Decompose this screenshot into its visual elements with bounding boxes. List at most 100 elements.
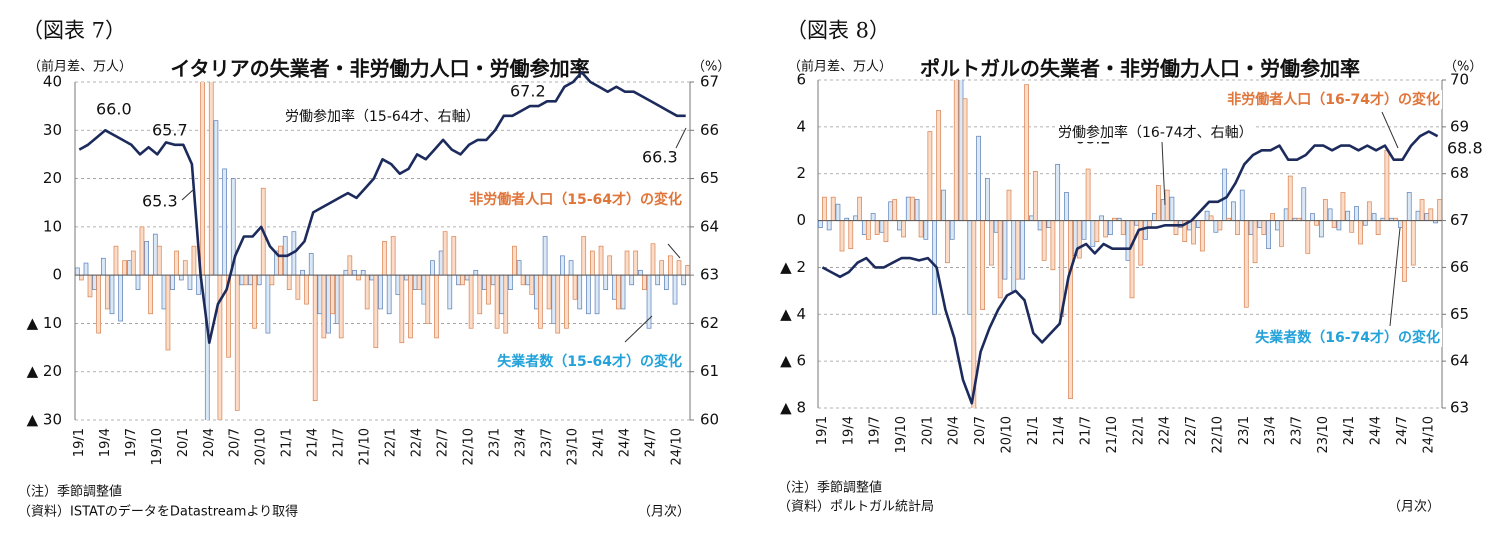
bar [477,274,483,315]
bar [633,250,639,276]
bar [512,245,517,276]
series-label: 非労働者人口（15-64才）の変化 [469,191,682,208]
bar [839,220,845,252]
y2-tick-label: 70 [1450,71,1469,89]
x-tick-label: 20/4 [202,428,217,457]
bar [130,250,136,276]
y2-tick-label: 69 [1450,117,1469,135]
bar [1410,220,1416,266]
bar [1415,210,1421,221]
y2-tick-label: 67 [1450,211,1469,229]
bar [857,196,862,221]
bar [659,260,665,276]
bar [295,274,301,300]
bar [334,274,340,324]
bar [1257,220,1263,228]
bar [347,255,353,276]
bar [416,274,422,290]
bar [1024,84,1029,221]
bar [1138,220,1144,266]
x-tick-label: 19/1 [815,416,830,445]
bar [1327,208,1333,221]
y-tick-label: ▲ 30 [27,411,62,429]
bar [1015,220,1021,280]
bar [667,255,673,276]
bar [590,250,595,276]
annotation: 66.3 [642,148,678,167]
bar [655,274,661,286]
x-tick-label: 19/10 [150,428,165,465]
bar [603,274,609,290]
bar [378,274,383,310]
x-tick-label: 23/7 [540,428,555,457]
bar [1235,220,1240,235]
bar [369,274,375,281]
chart-header: （図表 8） [786,19,890,43]
bar [118,274,123,322]
bar [92,274,98,290]
label-bg [283,107,482,126]
bar [586,274,591,315]
x-tick-label: 20/7 [228,428,243,457]
y2-axis-label: （%） [1444,60,1482,75]
bar [1340,192,1346,221]
bar [936,110,942,221]
bar [338,274,344,339]
x-tick-label: 24/1 [1342,416,1357,445]
bar [442,231,448,276]
bar [1345,210,1351,221]
bar [1028,215,1034,221]
bar [174,250,179,276]
y2-tick-label: 66 [700,121,719,139]
bar [1266,220,1271,250]
x-tick-label: 21/1 [1026,416,1041,445]
bar [78,274,84,281]
bar [1362,220,1368,226]
bar [1099,215,1104,221]
y2-tick-label: 64 [700,217,719,235]
bar [909,196,915,221]
bar [1437,199,1442,221]
bar [638,269,643,276]
bar [835,203,841,221]
y2-tick-label: 67 [700,73,719,91]
bar [1125,220,1131,261]
bar [373,274,379,348]
bar [624,250,630,276]
y2-tick-label: 66 [1450,258,1469,276]
bar [551,274,557,324]
bar [100,257,106,276]
x-tick-label: 24/4 [1369,416,1384,445]
bar [1129,220,1135,299]
bar [1287,175,1293,221]
note: （資料）ISTATのデータをDatastreamより取得 [18,504,298,520]
bar [520,274,526,286]
label-bg [1225,90,1442,109]
label-bg [467,190,684,209]
x-tick-label: 20/1 [920,416,935,445]
chart-title: イタリアの失業者・非労働力人口・労働参加率 [170,57,589,81]
bar [607,255,613,276]
bar [870,213,876,221]
bar [664,274,669,290]
bar [456,274,461,286]
bar [178,274,184,281]
x-tick-label: 23/10 [566,428,581,465]
bar [818,220,823,228]
bar [555,274,561,334]
bar [191,245,197,276]
bar [1037,220,1043,231]
bar [568,260,574,276]
bar [412,274,418,290]
x-tick-label: 23/4 [1263,416,1278,445]
bar [542,236,548,276]
y-axis-label: （前月差、万人） [788,59,892,75]
bar [976,135,981,221]
bar [546,274,552,310]
bar [490,274,496,286]
bar [269,274,275,286]
annotation: 67.2 [510,82,546,101]
bar [681,274,687,286]
bar [352,269,357,276]
series-label: 失業者数（16-74才）の変化 [1255,329,1440,346]
